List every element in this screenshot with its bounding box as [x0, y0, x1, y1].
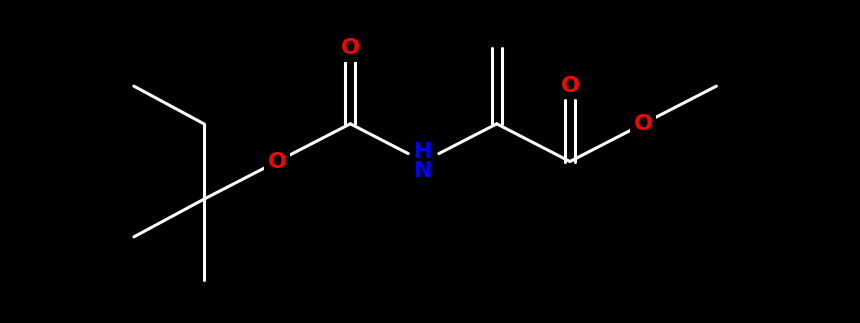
- Text: O: O: [634, 114, 653, 134]
- Text: O: O: [267, 151, 286, 172]
- Text: O: O: [561, 76, 580, 96]
- Text: O: O: [341, 38, 359, 58]
- Text: H
N: H N: [415, 142, 433, 181]
